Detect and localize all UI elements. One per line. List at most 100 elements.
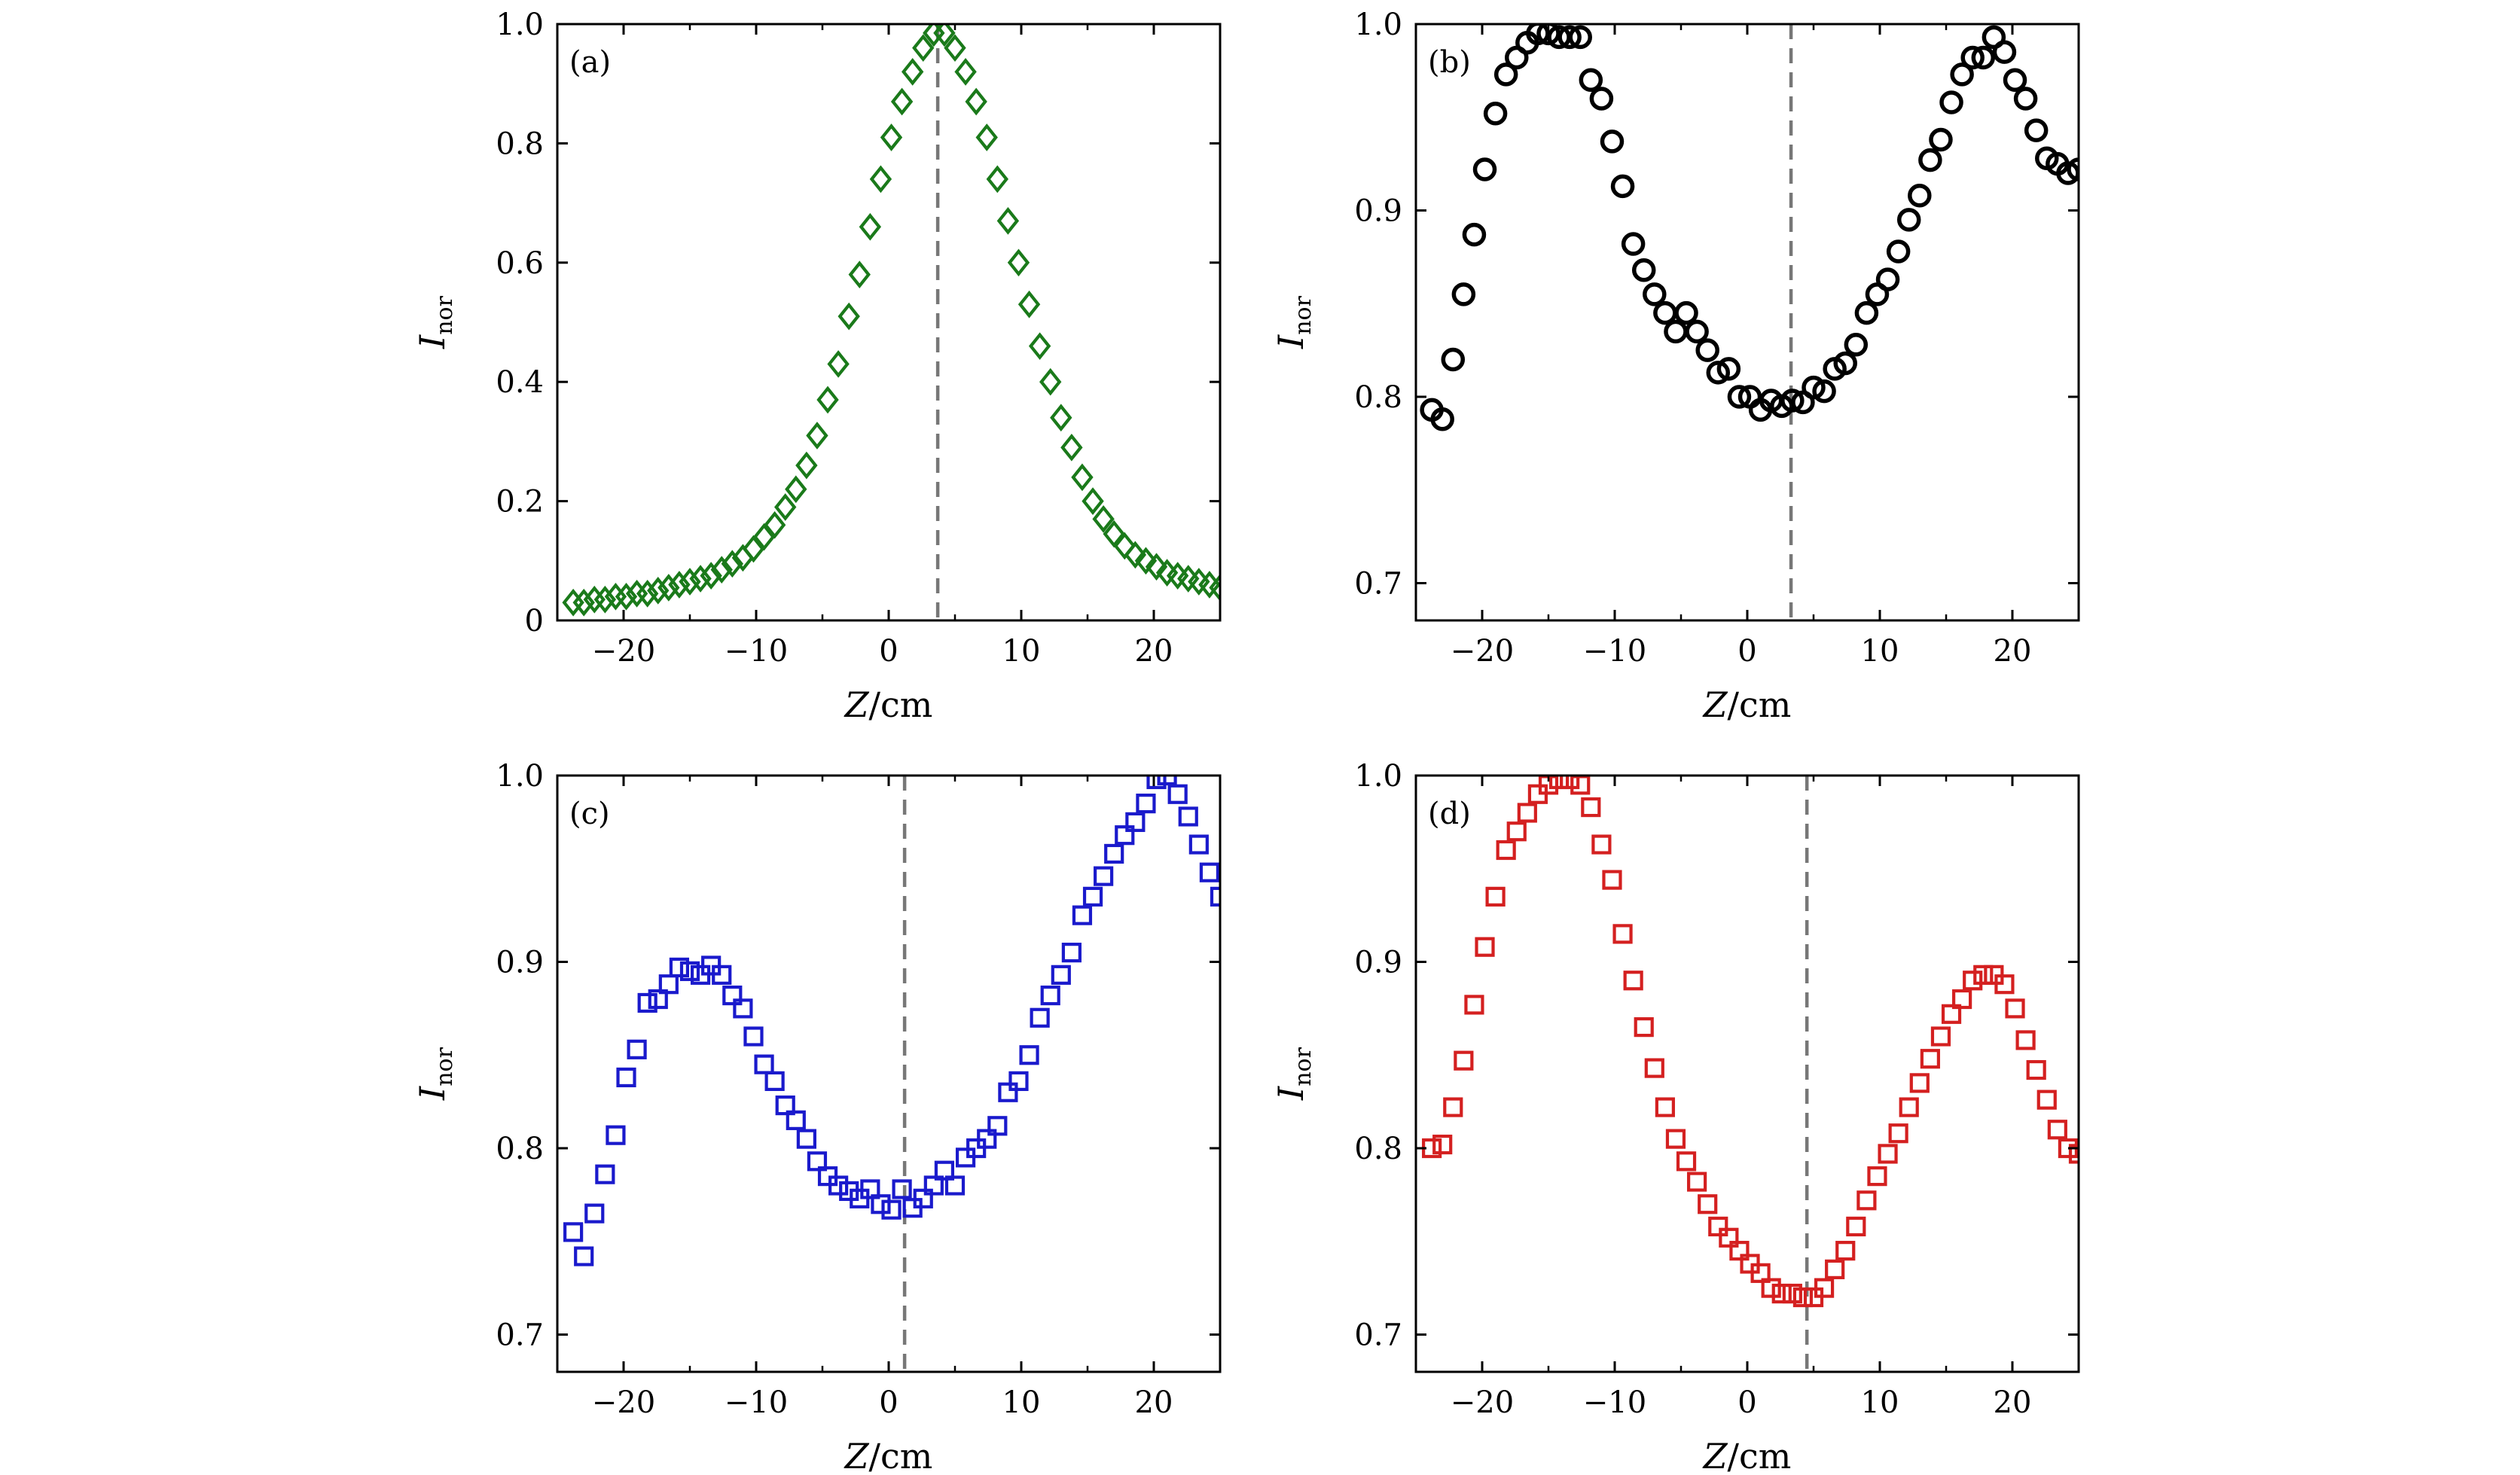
data-point <box>795 451 818 480</box>
data-point <box>627 1039 647 1059</box>
y-tick-label: 0 <box>525 604 544 638</box>
data-point <box>1918 148 1942 172</box>
y-axis-label: Inor <box>1271 295 1316 349</box>
data-point <box>1802 375 1826 400</box>
data-point <box>806 422 828 450</box>
data-point <box>1451 282 1476 306</box>
data-point <box>1178 806 1198 827</box>
x-tick-label: −20 <box>592 1385 655 1420</box>
data-point <box>913 1188 933 1208</box>
data-point <box>2047 1120 2067 1140</box>
data-point <box>923 1175 944 1196</box>
data-point <box>1517 803 1537 823</box>
data-point <box>1061 943 1082 963</box>
data-point <box>890 87 914 116</box>
data-point <box>1019 1045 1039 1065</box>
x-tick-label: 0 <box>879 634 898 669</box>
x-tick-label: 10 <box>1861 1385 1899 1420</box>
data-point <box>1589 87 1614 111</box>
data-point <box>1612 924 1633 944</box>
data-point <box>1600 130 1625 154</box>
data-point <box>986 165 1009 194</box>
panel-d: −20 −10 0 10 20 0.7 0.8 0.9 1.0 (d) Z/cm Inor <box>1271 759 2080 1475</box>
data-point <box>1579 68 1603 92</box>
data-point <box>1812 379 1836 404</box>
data-point <box>1960 45 1985 70</box>
x-axis-label: Z/cm <box>1702 684 1792 725</box>
data-point <box>1676 1151 1697 1172</box>
data-point <box>1695 338 1719 362</box>
x-tick-label: −20 <box>1451 1385 1514 1420</box>
data-point <box>828 1175 849 1196</box>
data-point <box>954 57 977 86</box>
data-series <box>562 24 1220 617</box>
data-point <box>710 556 733 584</box>
x-axis-var: Z <box>844 684 870 725</box>
data-point <box>637 992 657 1013</box>
data-series <box>1422 776 2079 1308</box>
data-point <box>1621 232 1646 256</box>
data-point <box>1833 351 1857 376</box>
data-point <box>1115 825 1135 846</box>
data-point <box>1665 1129 1686 1149</box>
data-point <box>1051 965 1071 985</box>
data-point <box>2026 1059 2046 1080</box>
data-point <box>1886 239 1911 264</box>
data-point <box>1007 248 1030 277</box>
data-point <box>880 123 903 151</box>
data-point <box>2024 118 2049 142</box>
data-point <box>1094 866 1114 886</box>
data-point <box>1146 776 1167 790</box>
data-point <box>965 87 987 116</box>
axes-frame <box>1414 23 2080 622</box>
data-point <box>1971 45 1996 70</box>
y-tick-label: 0.2 <box>496 485 544 520</box>
data-point <box>1071 463 1094 492</box>
x-tick-label: 10 <box>1861 634 1899 669</box>
y-axis-label: Inor <box>412 295 458 349</box>
data-point <box>1729 1241 1750 1261</box>
data-point <box>1430 407 1454 431</box>
data-point <box>912 34 935 62</box>
data-series <box>1420 24 2079 431</box>
data-point <box>1028 332 1051 361</box>
data-point <box>1485 886 1506 907</box>
data-point <box>574 1246 594 1266</box>
data-point <box>754 1054 774 1074</box>
data-point <box>1591 834 1612 855</box>
panel-a: −20 −10 0 10 20 0 0.2 0.4 0.6 0.8 1.0 (a) Z/cm Inor <box>412 8 1222 725</box>
data-point <box>2005 998 2025 1019</box>
data-point <box>668 571 691 599</box>
data-point <box>1716 357 1741 381</box>
y-axis-subscript: nor <box>432 1047 458 1086</box>
data-point <box>1875 267 1900 291</box>
data-point <box>2036 1089 2057 1110</box>
data-point <box>1992 40 2017 64</box>
data-point <box>1950 62 1974 87</box>
data-point <box>1761 1278 1781 1298</box>
y-tick-label: 1.0 <box>496 8 544 42</box>
data-point <box>1687 1172 1707 1192</box>
data-point <box>1030 1007 1050 1028</box>
data-point <box>1780 389 1805 413</box>
data-point <box>1157 776 1177 786</box>
data-point <box>1199 862 1220 882</box>
data-point <box>934 1160 955 1181</box>
data-point <box>1835 1241 1856 1261</box>
y-tick-label: 0.7 <box>1354 1318 1402 1353</box>
data-point <box>1846 1216 1866 1237</box>
data-point <box>944 1175 966 1196</box>
x-tick-label: −20 <box>1451 634 1514 669</box>
x-axis-unit: /cm <box>869 684 933 725</box>
data-point <box>764 1071 785 1092</box>
data-point <box>1432 1134 1453 1155</box>
x-tick-label: 20 <box>1135 634 1173 669</box>
data-point <box>563 1222 584 1242</box>
data-point <box>1072 905 1093 925</box>
data-point <box>1082 487 1104 515</box>
y-axis-var: I <box>412 1086 453 1101</box>
data-point <box>998 1082 1018 1102</box>
data-point <box>584 1203 605 1224</box>
data-point <box>1483 102 1508 126</box>
